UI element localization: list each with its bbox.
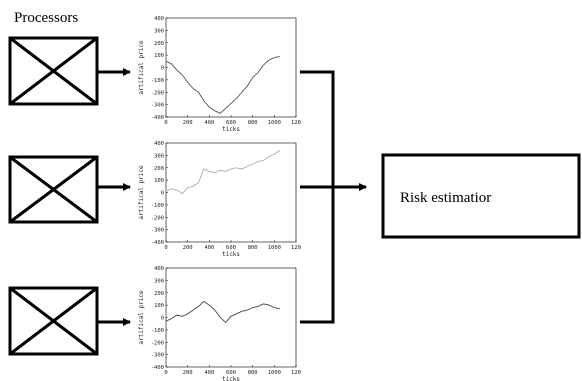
y-tick-label: 200 xyxy=(154,41,164,47)
y-tick-label: -300 xyxy=(151,228,164,234)
y-tick-label: -400 xyxy=(151,240,164,246)
y-tick-label: 100 xyxy=(154,303,164,309)
x-tick-label: 400 xyxy=(204,370,214,376)
x-tick-label: 600 xyxy=(226,370,236,376)
price-line xyxy=(165,55,280,114)
x-tick-label: 600 xyxy=(226,245,236,251)
output-box xyxy=(381,153,581,239)
y-tick-label: 0 xyxy=(161,316,164,322)
plot-frame xyxy=(165,17,297,118)
x-tick-label: 0 xyxy=(164,245,167,251)
x-tick-label: 400 xyxy=(204,120,214,126)
y-tick-label: -200 xyxy=(151,340,164,346)
processor-box xyxy=(8,155,99,224)
y-tick-label: -400 xyxy=(151,115,164,121)
y-tick-label: -300 xyxy=(151,103,164,109)
y-tick-label: -100 xyxy=(151,328,164,334)
y-tick-label: 100 xyxy=(154,53,164,59)
y-tick-label: 400 xyxy=(154,141,164,147)
y-axis-label: artifical price xyxy=(138,290,145,345)
x-tick-label: 1000 xyxy=(268,120,281,126)
y-tick-label: -300 xyxy=(151,353,164,359)
x-tick-label: 200 xyxy=(183,120,193,126)
x-tick-label: 800 xyxy=(248,120,258,126)
merge-line xyxy=(300,70,335,324)
y-tick-label: 400 xyxy=(154,266,164,272)
price-line xyxy=(165,300,280,324)
x-tick-label: 200 xyxy=(183,245,193,251)
y-axis-label: artifical price xyxy=(138,40,145,95)
y-tick-label: 0 xyxy=(161,66,164,72)
y-tick-label: -100 xyxy=(151,203,164,209)
x-tick-label: 800 xyxy=(248,245,258,251)
y-tick-label: 300 xyxy=(154,153,164,159)
x-tick-label: 120 xyxy=(291,120,301,126)
x-tick-label: 400 xyxy=(204,245,214,251)
processors-title: Processors xyxy=(14,10,78,26)
x-tick-label: 600 xyxy=(226,120,236,126)
y-tick-label: 0 xyxy=(161,191,164,197)
x-axis-label: ticks xyxy=(222,126,240,133)
x-tick-label: 800 xyxy=(248,370,258,376)
x-axis-label: ticks xyxy=(222,376,240,381)
y-tick-label: -200 xyxy=(151,215,164,221)
x-tick-label: 0 xyxy=(164,370,167,376)
x-tick-label: 120 xyxy=(291,245,301,251)
y-tick-label: 400 xyxy=(154,16,164,22)
x-tick-label: 1000 xyxy=(268,245,281,251)
price-line xyxy=(165,150,281,195)
y-tick-label: 200 xyxy=(154,166,164,172)
processor-cross xyxy=(9,36,98,106)
plot-frame xyxy=(165,267,297,368)
processors xyxy=(8,36,99,356)
y-axis-label: artifical price xyxy=(138,165,145,220)
x-tick-label: 120 xyxy=(291,370,301,376)
connectors xyxy=(97,68,367,326)
x-tick-label: 1000 xyxy=(268,370,281,376)
processor-cross xyxy=(9,155,98,224)
y-tick-label: -400 xyxy=(151,365,164,371)
output-label: Risk estimatior xyxy=(400,190,491,206)
y-tick-label: -100 xyxy=(151,78,164,84)
y-tick-label: 300 xyxy=(154,28,164,34)
y-tick-label: 100 xyxy=(154,178,164,184)
y-tick-label: -200 xyxy=(151,90,164,96)
processor-cross xyxy=(9,286,98,356)
x-axis-label: ticks xyxy=(222,251,240,258)
plot-frame xyxy=(165,142,297,243)
y-tick-label: 300 xyxy=(154,278,164,284)
y-tick-label: 200 xyxy=(154,291,164,297)
x-tick-label: 200 xyxy=(183,370,193,376)
x-tick-label: 0 xyxy=(164,120,167,126)
